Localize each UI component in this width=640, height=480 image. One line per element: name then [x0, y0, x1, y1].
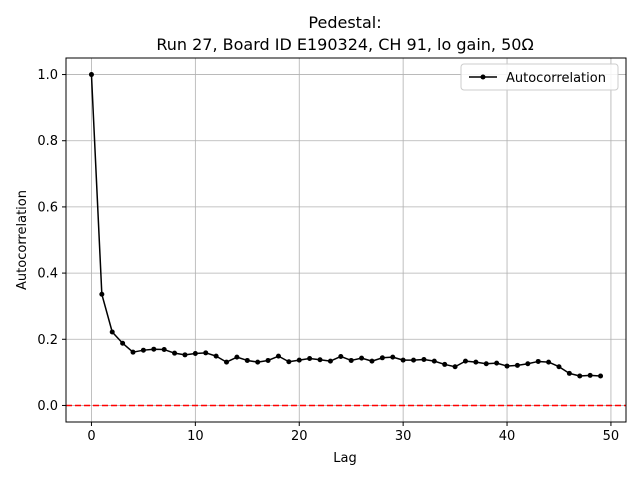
plot-frame [65, 57, 627, 423]
data-point [327, 358, 333, 364]
y-tick-label: 1.0 [37, 68, 58, 83]
grid-lines [66, 58, 626, 422]
chart-title-line-1: Pedestal: [308, 13, 381, 32]
data-point [452, 364, 458, 370]
x-tick-label: 30 [395, 429, 412, 444]
data-point [172, 350, 178, 356]
data-point [203, 350, 209, 356]
data-point [546, 359, 552, 365]
data-point [494, 360, 500, 366]
y-axis-ticks: 0.0 0.2 0.4 0.6 0.8 1.0 [37, 68, 66, 414]
data-point [317, 357, 323, 363]
data-point [265, 357, 271, 363]
data-point [234, 354, 240, 360]
x-axis-label: Lag [333, 451, 356, 466]
data-point [587, 372, 593, 378]
data-point [286, 359, 292, 365]
x-tick-label: 0 [87, 429, 95, 444]
data-point [275, 353, 281, 359]
y-tick-label: 0.2 [37, 333, 58, 348]
data-point [120, 340, 126, 346]
data-point [514, 362, 520, 368]
data-point [473, 359, 479, 365]
data-point [431, 358, 437, 364]
y-tick-label: 0.4 [37, 267, 58, 282]
y-axis-label: Autocorrelation [15, 190, 30, 290]
data-point [462, 358, 468, 364]
y-tick-label: 0.0 [37, 399, 58, 414]
data-point [296, 357, 302, 363]
series-autocorrelation [88, 72, 604, 379]
series-line [90, 74, 601, 377]
data-point [88, 72, 94, 78]
data-point [359, 355, 365, 361]
data-point [525, 361, 531, 367]
data-point [192, 351, 198, 357]
data-point [483, 361, 489, 367]
data-point [411, 357, 417, 363]
data-point [213, 353, 219, 359]
data-point [224, 359, 230, 365]
y-tick-label: 0.8 [37, 134, 58, 149]
data-point [255, 359, 261, 365]
data-point [151, 346, 157, 352]
data-point [130, 349, 136, 355]
data-point [442, 361, 448, 367]
data-point [99, 291, 105, 297]
x-tick-label: 40 [499, 429, 516, 444]
x-tick-label: 20 [291, 429, 308, 444]
data-point [535, 358, 541, 364]
data-point [109, 329, 115, 335]
data-point [182, 352, 188, 358]
x-axis-ticks: 0 10 20 30 40 50 [87, 422, 619, 444]
data-point [577, 373, 583, 379]
data-point [379, 355, 385, 361]
y-tick-label: 0.6 [37, 200, 58, 215]
x-tick-label: 50 [603, 429, 620, 444]
data-point [566, 370, 572, 376]
data-point [598, 373, 604, 379]
data-point [348, 357, 354, 363]
data-point [421, 356, 427, 362]
data-point [161, 347, 167, 353]
legend-box [460, 63, 619, 91]
data-point [307, 355, 313, 361]
legend-label-autocorrelation: Autocorrelation [506, 71, 606, 86]
chart-title-line-2: Run 27, Board ID E190324, CH 91, lo gain… [156, 35, 533, 54]
data-point [338, 353, 344, 359]
data-point [244, 357, 250, 363]
data-point [400, 357, 406, 363]
legend-marker-swatch [480, 74, 486, 80]
x-tick-label: 10 [187, 429, 204, 444]
data-point [390, 354, 396, 360]
data-point [504, 363, 510, 369]
data-point [369, 358, 375, 364]
data-point [556, 364, 562, 370]
data-point [140, 347, 146, 353]
legend: Autocorrelation [460, 63, 619, 91]
